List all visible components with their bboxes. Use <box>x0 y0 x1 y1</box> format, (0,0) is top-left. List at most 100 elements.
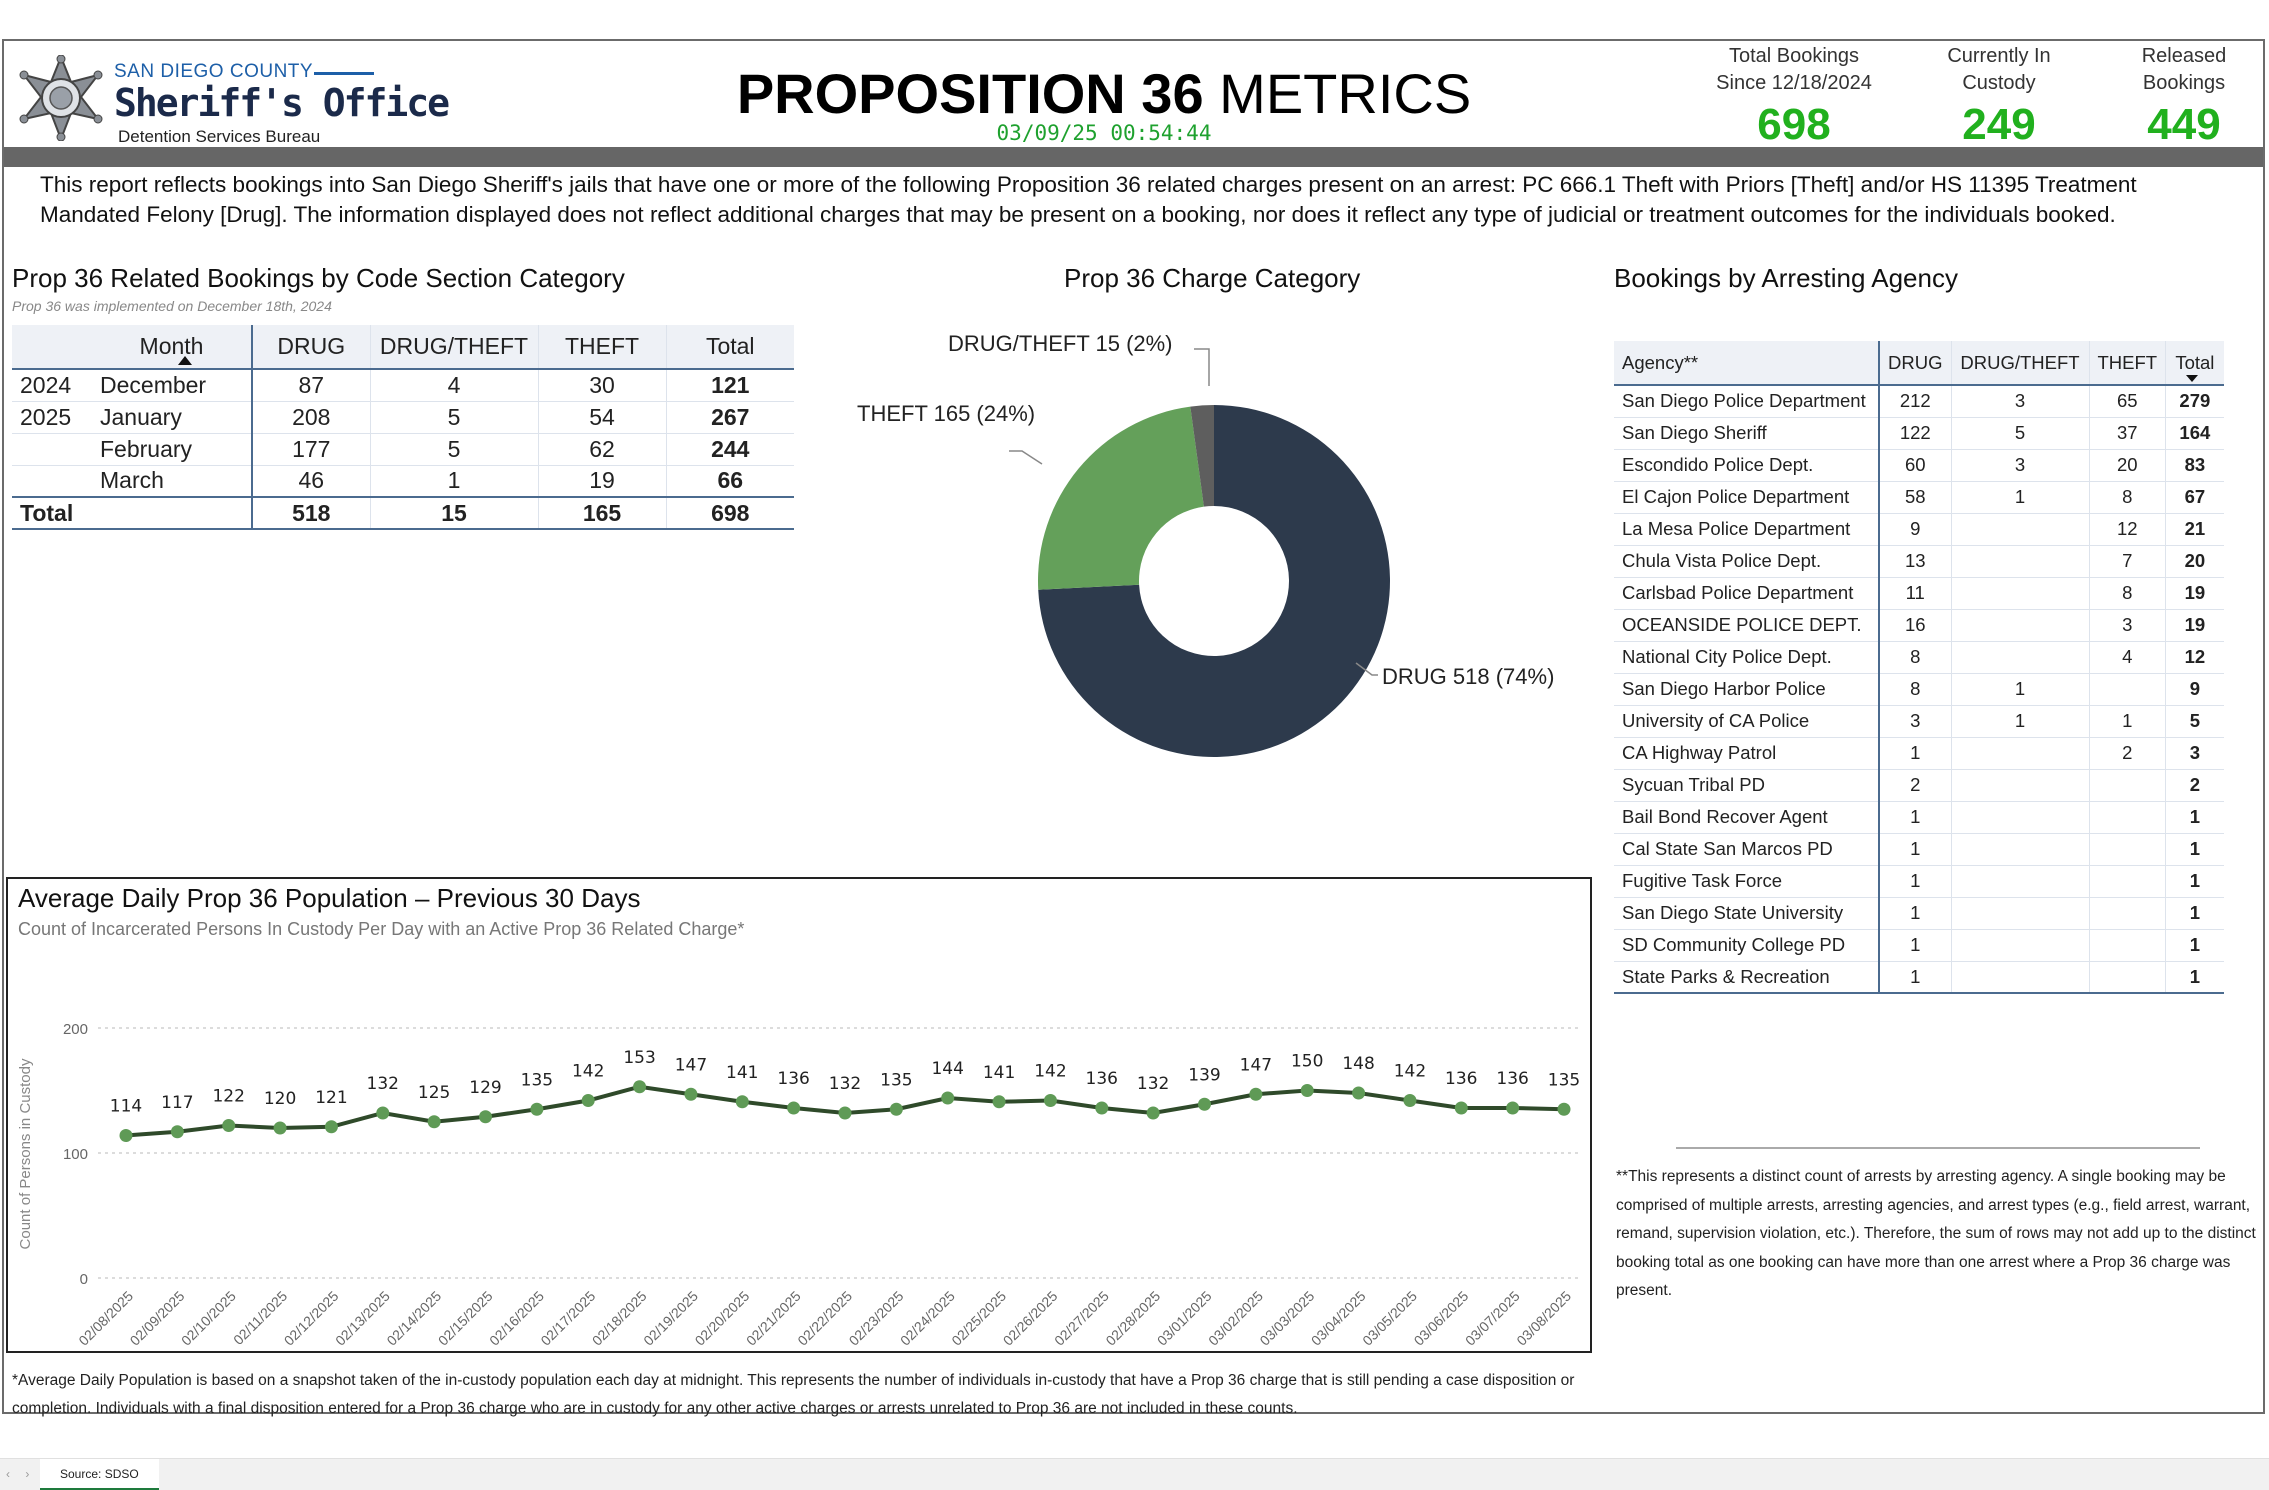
drug-cell: 13 <box>1879 545 1952 578</box>
data-point[interactable] <box>1352 1086 1366 1100</box>
tab-scroll-arrows-icon[interactable]: ‹ › <box>6 1467 36 1481</box>
total-cell: 67 <box>2165 481 2224 514</box>
data-label: 144 <box>931 1059 963 1079</box>
table-row[interactable]: March 46 1 19 66 <box>12 464 794 497</box>
data-label: 148 <box>1342 1054 1374 1074</box>
table-row[interactable]: San Diego State University 1 1 <box>1614 897 2224 930</box>
donut-title: Prop 36 Charge Category <box>1064 263 1361 293</box>
logo-office-text: Sheriff's Office <box>114 81 450 125</box>
data-point[interactable] <box>941 1091 955 1105</box>
data-point[interactable] <box>119 1129 133 1142</box>
table-row[interactable]: Chula Vista Police Dept. 13 7 20 <box>1614 545 2224 578</box>
data-point[interactable] <box>581 1094 595 1107</box>
agency-cell: San Diego Harbor Police <box>1614 673 1880 706</box>
data-point[interactable] <box>1198 1097 1211 1111</box>
data-point[interactable] <box>684 1087 698 1101</box>
data-point[interactable] <box>633 1080 647 1094</box>
data-point[interactable] <box>838 1106 852 1120</box>
total-cell: 19 <box>2165 577 2224 610</box>
table-row[interactable]: February 177 5 62 244 <box>12 432 794 465</box>
table-row[interactable]: El Cajon Police Department 58 1 8 67 <box>1614 481 2224 514</box>
drug-theft-cell: 3 <box>1951 385 2090 418</box>
drug-theft-cell <box>1951 545 2090 578</box>
column-header-agency[interactable]: Agency** <box>1614 341 1880 385</box>
column-header-total[interactable]: Total <box>2165 341 2224 385</box>
theft-cell: 54 <box>538 400 667 433</box>
data-point[interactable] <box>273 1121 287 1135</box>
sheet-tab-strip: ‹ › Source: SDSO <box>0 1458 2269 1490</box>
data-point[interactable] <box>889 1102 903 1116</box>
drug-cell: 177 <box>252 432 371 465</box>
data-point[interactable] <box>1043 1094 1057 1107</box>
table-row[interactable]: 2025 January 208 5 54 267 <box>12 400 794 433</box>
total-label: Total <box>12 496 253 530</box>
table-row[interactable]: San Diego Police Department 212 3 65 279 <box>1614 385 2224 418</box>
table-row[interactable]: La Mesa Police Department 9 12 21 <box>1614 513 2224 546</box>
sort-ascending-icon[interactable] <box>178 356 192 365</box>
data-point[interactable] <box>427 1115 441 1129</box>
table-row[interactable]: Carlsbad Police Department 11 8 19 <box>1614 577 2224 610</box>
table-row[interactable]: San Diego Sheriff 122 5 37 164 <box>1614 417 2224 450</box>
data-label: 136 <box>777 1069 809 1089</box>
table-row[interactable]: State Parks & Recreation 1 1 <box>1614 961 2224 994</box>
column-header-drug[interactable]: DRUG <box>1879 341 1952 385</box>
logo-county-text: SAN DIEGO COUNTY <box>114 61 314 82</box>
data-point[interactable] <box>1557 1102 1571 1116</box>
drug-cell: 16 <box>1879 609 1952 642</box>
sort-descending-icon[interactable] <box>2186 375 2199 382</box>
data-point[interactable] <box>787 1101 801 1115</box>
theft-cell <box>2089 897 2167 930</box>
table-header-row: Month DRUG DRUG/THEFT THEFT Total <box>12 325 794 369</box>
table-row[interactable]: 2024 December 87 4 30 121 <box>12 368 794 401</box>
table-row[interactable]: Fugitive Task Force 1 1 <box>1614 865 2224 898</box>
table-row[interactable]: University of CA Police 3 1 1 5 <box>1614 705 2224 738</box>
sheriff-star-icon <box>19 55 103 141</box>
column-header-month[interactable]: Month <box>92 325 253 369</box>
data-point[interactable] <box>1506 1101 1520 1115</box>
data-point[interactable] <box>1146 1106 1160 1120</box>
data-point[interactable] <box>735 1095 749 1109</box>
donut-slice-drug[interactable] <box>1038 405 1390 757</box>
data-label: 121 <box>315 1088 347 1108</box>
data-point[interactable] <box>530 1102 544 1116</box>
y-tick-label: 0 <box>80 1271 88 1288</box>
column-header-drug[interactable]: DRUG <box>252 325 371 369</box>
data-label: 142 <box>1034 1062 1066 1082</box>
donut-slice-theft[interactable] <box>1038 406 1204 590</box>
column-header-drug-theft[interactable]: DRUG/THEFT <box>370 325 539 369</box>
data-point[interactable] <box>1249 1087 1263 1101</box>
table-row[interactable]: Sycuan Tribal PD 2 2 <box>1614 769 2224 802</box>
column-header-theft[interactable]: THEFT <box>2089 341 2167 385</box>
data-point[interactable] <box>222 1119 236 1132</box>
column-header-drug-theft[interactable]: DRUG/THEFT <box>1951 341 2090 385</box>
table-row[interactable]: CA Highway Patrol 1 2 3 <box>1614 737 2224 770</box>
table-row[interactable]: San Diego Harbor Police 8 1 9 <box>1614 673 2224 706</box>
total-cell: 1 <box>2165 801 2224 834</box>
theft-cell: 37 <box>2089 417 2167 450</box>
table-row[interactable]: Bail Bond Recover Agent 1 1 <box>1614 801 2224 834</box>
data-point[interactable] <box>324 1120 338 1134</box>
column-header-total[interactable]: Total <box>666 325 794 369</box>
data-point[interactable] <box>1454 1101 1468 1115</box>
sheet-tab-source[interactable]: Source: SDSO <box>40 1459 159 1490</box>
data-point[interactable] <box>992 1095 1006 1109</box>
data-point[interactable] <box>1300 1084 1314 1097</box>
y-tick-label: 100 <box>63 1146 88 1163</box>
table-row[interactable]: OCEANSIDE POLICE DEPT. 16 3 19 <box>1614 609 2224 642</box>
data-point[interactable] <box>170 1125 184 1139</box>
total-cell: 20 <box>2165 545 2224 578</box>
x-tick-label: 02/16/2025 <box>486 1288 547 1349</box>
table-row[interactable]: National City Police Dept. 8 4 12 <box>1614 641 2224 674</box>
data-label: 136 <box>1496 1069 1528 1089</box>
data-point[interactable] <box>376 1106 390 1120</box>
data-point[interactable] <box>479 1110 492 1124</box>
data-point[interactable] <box>1403 1094 1417 1107</box>
x-tick-label: 03/08/2025 <box>1513 1288 1574 1349</box>
page-title-bold: PROPOSITION 36 <box>736 62 1204 125</box>
column-header-theft[interactable]: THEFT <box>538 325 667 369</box>
data-point[interactable] <box>1095 1101 1109 1115</box>
table-row[interactable]: SD Community College PD 1 1 <box>1614 929 2224 962</box>
table-row[interactable]: Escondido Police Dept. 60 3 20 83 <box>1614 449 2224 482</box>
table-row[interactable]: Cal State San Marcos PD 1 1 <box>1614 833 2224 866</box>
donut-slice-drug-theft[interactable] <box>1190 405 1214 507</box>
